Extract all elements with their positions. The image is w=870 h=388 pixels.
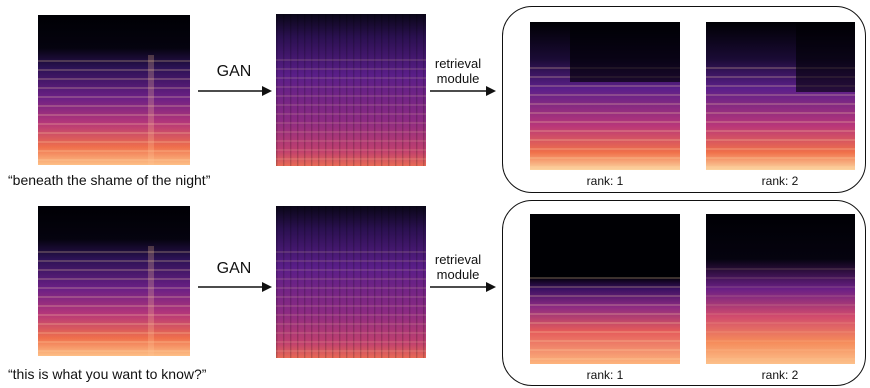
gan-spectrogram-row1 — [276, 14, 426, 166]
input-spectrogram-row1 — [38, 15, 190, 165]
arrow-gan-row2 — [196, 280, 274, 294]
retrieved-spectrogram-rank2-row2 — [706, 214, 855, 364]
lyric-caption-row1: “beneath the shame of the night” — [8, 172, 210, 188]
retrieval-label-row2: retrieval — [424, 252, 492, 267]
gan-label-row1: GAN — [214, 63, 254, 81]
rank-label-1-row1: rank: 1 — [555, 174, 655, 188]
retrieved-spectrogram-rank2-row1 — [706, 22, 855, 170]
retrieved-spectrogram-rank1-row1 — [530, 22, 680, 170]
arrow-retrieval-row1 — [428, 84, 498, 98]
gan-spectrogram-row2 — [276, 206, 426, 358]
rank-label-2-row1: rank: 2 — [730, 174, 830, 188]
retrieval-label-row1: retrieval — [424, 56, 492, 71]
arrow-retrieval-row2 — [428, 280, 498, 294]
retrieved-spectrogram-rank1-row2 — [530, 214, 680, 364]
lyric-caption-row2: “this is what you want to know?” — [8, 366, 206, 382]
input-spectrogram-row2 — [38, 206, 190, 356]
rank-label-1-row2: rank: 1 — [555, 368, 655, 382]
arrow-gan-row1 — [196, 84, 274, 98]
gan-label-row2: GAN — [214, 260, 254, 278]
rank-label-2-row2: rank: 2 — [730, 368, 830, 382]
